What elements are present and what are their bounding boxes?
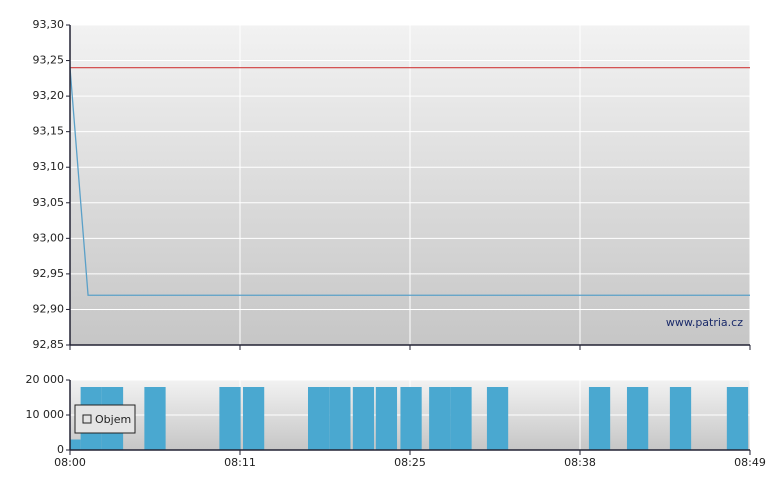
- y-tick-label: 0: [57, 443, 64, 456]
- volume-bar: [308, 387, 330, 450]
- volume-bar: [352, 387, 375, 450]
- volume-bar: [219, 387, 241, 450]
- volume-bar: [242, 387, 265, 450]
- legend-label: Objem: [95, 413, 131, 426]
- volume-bar: [726, 387, 749, 450]
- volume-bar: [429, 387, 451, 450]
- x-tick-label: 08:11: [224, 456, 256, 469]
- y-tick-label: 93,10: [33, 160, 65, 173]
- y-tick-label: 10 000: [26, 408, 65, 421]
- y-tick-label: 92,90: [33, 302, 65, 315]
- volume-bar: [669, 387, 692, 450]
- x-tick-label: 08:00: [54, 456, 86, 469]
- y-tick-label: 92,95: [33, 267, 65, 280]
- volume-bar: [144, 387, 166, 450]
- y-tick-label: 20 000: [26, 373, 65, 386]
- x-tick-label: 08:49: [734, 456, 766, 469]
- y-tick-label: 93,15: [33, 125, 65, 138]
- y-tick-label: 93,25: [33, 54, 65, 67]
- y-tick-label: 93,00: [33, 231, 65, 244]
- watermark: www.patria.cz: [666, 316, 743, 329]
- volume-bar: [375, 387, 398, 450]
- y-tick-label: 93,30: [33, 18, 65, 31]
- volume-bar: [450, 387, 472, 450]
- x-tick-label: 08:25: [394, 456, 426, 469]
- y-tick-label: 93,20: [33, 89, 65, 102]
- volume-bar: [588, 387, 611, 450]
- price-line: [70, 67, 750, 296]
- volume-bar: [70, 439, 81, 450]
- y-tick-label: 92,85: [33, 338, 65, 351]
- legend-box: [74, 404, 136, 434]
- volume-bar: [329, 387, 351, 450]
- y-tick-label: 93,05: [33, 196, 65, 209]
- volume-bar: [486, 387, 509, 450]
- legend-swatch: [82, 414, 92, 424]
- x-tick-label: 08:38: [564, 456, 596, 469]
- volume-bar: [400, 387, 422, 450]
- volume-bar: [626, 387, 649, 450]
